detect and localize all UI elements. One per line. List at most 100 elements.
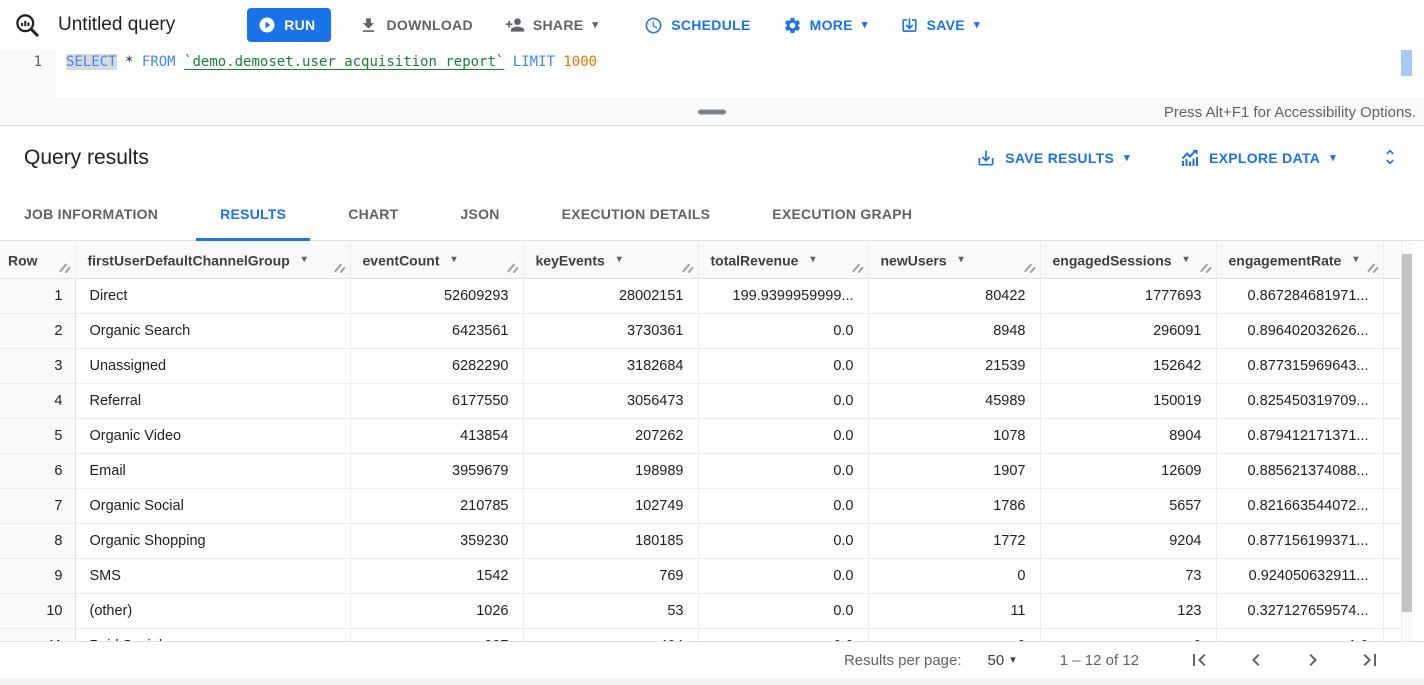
next-page-button[interactable] xyxy=(1301,648,1325,672)
schedule-button[interactable]: SCHEDULE xyxy=(644,16,750,35)
sort-caret-icon[interactable]: ▾ xyxy=(301,254,307,266)
column-header-eventCount[interactable]: eventCount ▾ xyxy=(350,241,524,279)
table-horizontal-scrollbar[interactable] xyxy=(0,678,1424,685)
column-resize-grip[interactable] xyxy=(683,263,694,273)
tab-execution-details[interactable]: EXECUTION DETAILS xyxy=(561,206,711,222)
table-cell: 5657 xyxy=(1040,488,1217,524)
table-cell: 12609 xyxy=(1040,453,1217,489)
tab-json[interactable]: JSON xyxy=(460,206,500,222)
table-cell: Paid Social xyxy=(75,628,351,641)
sql-editor[interactable]: 1 SELECT * FROM `demo.demoset.user_acqui… xyxy=(0,50,1424,98)
play-icon xyxy=(259,17,275,33)
table-cell: 0.0 xyxy=(698,628,869,641)
table-cell: 0.0 xyxy=(698,453,869,489)
column-resize-grip[interactable] xyxy=(853,263,864,273)
table-cell-clipped xyxy=(1383,558,1400,594)
query-results-header: Query results SAVE RESULTS ▾ EXPLORE DAT… xyxy=(0,126,1424,190)
explore-chart-icon xyxy=(1181,149,1198,166)
page-size-dropdown[interactable]: 50 ▾ xyxy=(987,651,1016,669)
table-cell: 1078 xyxy=(868,418,1041,454)
column-header-firstUserDefaultChannelGroup[interactable]: firstUserDefaultChannelGroup ▾ xyxy=(75,241,351,279)
tab-execution-graph[interactable]: EXECUTION GRAPH xyxy=(772,206,913,222)
table-cell: 0.877315969643... xyxy=(1216,348,1384,384)
column-header-totalRevenue[interactable]: totalRevenue ▾ xyxy=(698,241,869,279)
run-button[interactable]: RUN xyxy=(247,8,332,42)
column-label: eventCount xyxy=(362,251,440,268)
editor-scrollbar-thumb[interactable] xyxy=(1401,50,1412,76)
last-page-button[interactable] xyxy=(1358,648,1382,672)
row-number-cell: 10 xyxy=(0,593,76,629)
sort-caret-icon[interactable]: ▾ xyxy=(616,254,622,266)
editor-scrollbar[interactable] xyxy=(1401,50,1412,98)
row-number-cell: 5 xyxy=(0,418,76,454)
table-cell: 1777693 xyxy=(1040,278,1217,314)
table-row: 4 Referral 6177550 3056473 0.0 45989 150019 0.8… xyxy=(0,383,1400,419)
clock-icon xyxy=(645,17,662,33)
table-scrollbar-thumb[interactable] xyxy=(1402,254,1412,612)
tab-chart[interactable]: CHART xyxy=(348,206,399,222)
tab-results[interactable]: RESULTS xyxy=(196,190,311,241)
column-resize-grip[interactable] xyxy=(1201,263,1212,273)
tab-job-information[interactable]: JOB INFORMATION xyxy=(24,206,159,222)
query-title: Untitled query xyxy=(58,14,176,35)
column-header-row[interactable]: Row xyxy=(0,241,76,279)
table-cell: 1786 xyxy=(868,488,1041,524)
sort-caret-icon[interactable]: ▾ xyxy=(1353,254,1359,266)
table-cell: 0.879412171371... xyxy=(1216,418,1384,454)
table-vertical-scrollbar[interactable] xyxy=(1401,241,1412,641)
column-header-engagementRate[interactable]: engagementRate ▾ xyxy=(1216,241,1384,279)
sql-code-line[interactable]: SELECT * FROM `demo.demoset.user_acquisi… xyxy=(56,50,1424,98)
table-cell: 102749 xyxy=(523,488,699,524)
table-cell: 180185 xyxy=(523,523,699,559)
row-number-cell: 7 xyxy=(0,488,76,524)
caret-down-icon: ▾ xyxy=(973,18,980,31)
line-number-gutter: 1 xyxy=(0,50,56,98)
table-cell: 53 xyxy=(523,593,699,629)
expand-results-button[interactable] xyxy=(1380,147,1400,170)
table-cell: 0.0 xyxy=(698,383,869,419)
save-button[interactable]: SAVE ▾ xyxy=(900,16,980,35)
previous-page-button[interactable] xyxy=(1244,648,1268,672)
column-resize-grip[interactable] xyxy=(335,263,346,273)
table-cell: 0.327127659574... xyxy=(1216,593,1384,629)
table-cell: 0.896402032626... xyxy=(1216,313,1384,349)
table-cell-clipped xyxy=(1383,278,1400,314)
table-cell: 0 xyxy=(868,628,1041,641)
share-button[interactable]: SHARE ▾ xyxy=(505,15,598,35)
table-cell: 997 xyxy=(350,628,524,641)
table-cell: 769 xyxy=(523,558,699,594)
more-button[interactable]: MORE ▾ xyxy=(783,16,868,35)
column-resize-grip[interactable] xyxy=(1368,263,1379,273)
column-resize-grip[interactable] xyxy=(1025,263,1036,273)
column-resize-grip[interactable] xyxy=(508,263,519,273)
table-cell: 3182684 xyxy=(523,348,699,384)
sql-table-ref-link[interactable]: `demo.demoset.user_acquisition_report` xyxy=(184,54,505,70)
table-cell: Organic Video xyxy=(75,418,351,454)
download-button[interactable]: DOWNLOAD xyxy=(359,16,473,35)
results-per-page-label: Results per page: xyxy=(843,651,962,669)
table-cell-clipped xyxy=(1383,593,1400,629)
download-icon xyxy=(363,17,375,32)
save-results-button[interactable]: SAVE RESULTS ▾ xyxy=(976,148,1130,168)
column-header-engagedSessions[interactable]: engagedSessions ▾ xyxy=(1040,241,1217,279)
sort-caret-icon[interactable]: ▾ xyxy=(1183,254,1189,266)
sort-caret-icon[interactable]: ▾ xyxy=(810,254,816,266)
splitter-drag-handle[interactable] xyxy=(698,109,726,115)
table-cell-clipped xyxy=(1383,488,1400,524)
sort-caret-icon[interactable]: ▾ xyxy=(958,254,964,266)
first-page-button[interactable] xyxy=(1187,648,1211,672)
table-cell: 8948 xyxy=(868,313,1041,349)
table-row: 6 Email 3959679 198989 0.0 1907 12609 0.8856213… xyxy=(0,453,1400,489)
column-header-keyEvents[interactable]: keyEvents ▾ xyxy=(523,241,699,279)
table-cell: 0.867284681971... xyxy=(1216,278,1384,314)
results-table-viewport: Row firstUserDefaultChannelGroup ▾ eventCou… xyxy=(0,241,1424,641)
table-cell: 0.0 xyxy=(698,558,869,594)
column-label: engagedSessions xyxy=(1052,251,1172,268)
explore-data-button[interactable]: EXPLORE DATA ▾ xyxy=(1180,148,1336,168)
sort-caret-icon[interactable]: ▾ xyxy=(451,254,457,266)
table-cell: 45989 xyxy=(868,383,1041,419)
table-cell: 0.0 xyxy=(698,348,869,384)
table-cell-clipped xyxy=(1383,523,1400,559)
column-resize-grip[interactable] xyxy=(60,263,71,273)
column-header-newUsers[interactable]: newUsers ▾ xyxy=(868,241,1041,279)
